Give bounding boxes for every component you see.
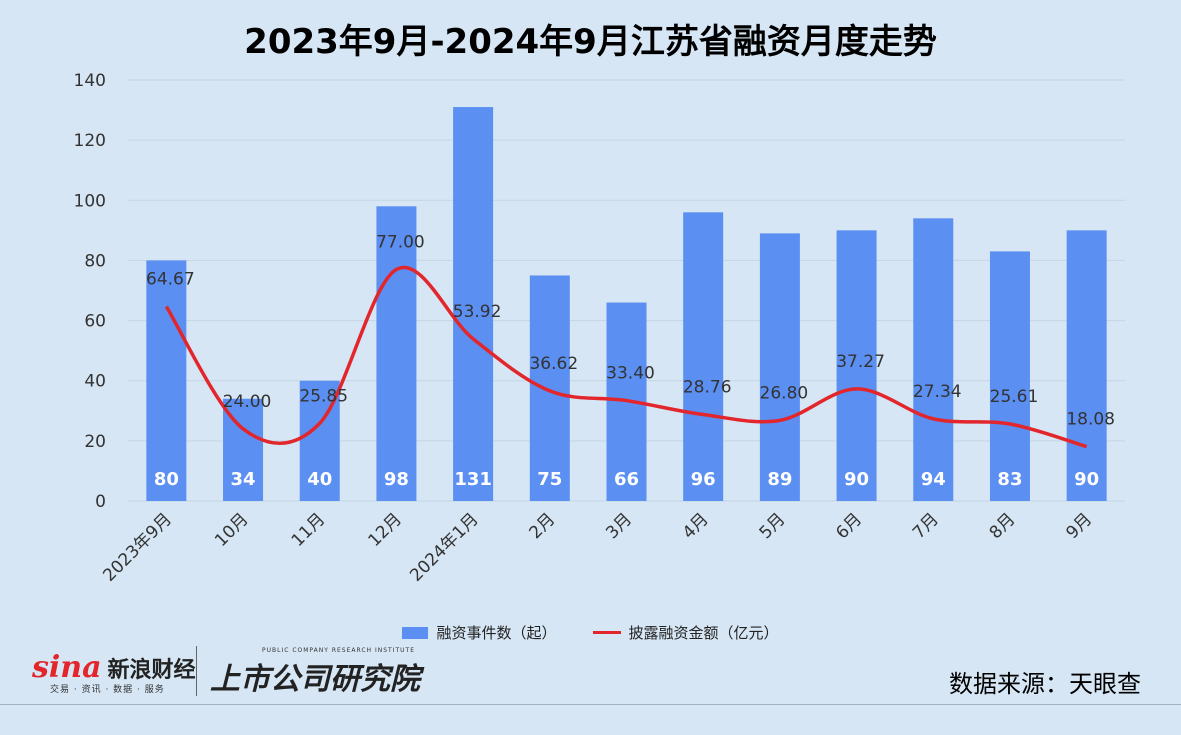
legend-item-bars[interactable]: 融资事件数（起） (402, 622, 557, 643)
bar-value-label: 90 (1074, 469, 1099, 490)
bottom-rule (0, 704, 1181, 705)
x-tick-label: 7月 (909, 509, 943, 543)
line-value-label: 33.40 (606, 364, 655, 384)
line-value-label: 53.92 (453, 302, 502, 322)
line-value-label: 26.80 (760, 383, 809, 403)
bar-value-label: 80 (154, 469, 179, 490)
bar (836, 230, 877, 501)
y-tick-label: 60 (84, 312, 106, 332)
y-tick-label: 120 (74, 131, 106, 151)
x-tick-label: 8月 (986, 509, 1020, 543)
line-value-label: 27.34 (913, 382, 962, 402)
line-value-label: 64.67 (146, 270, 195, 290)
research-institute-logo[interactable]: 上市公司研究院 (210, 662, 420, 697)
x-tick-label: 10月 (211, 509, 252, 550)
y-tick-label: 0 (95, 492, 106, 512)
y-tick-label: 20 (84, 432, 106, 452)
legend: 融资事件数（起） 披露融资金额（亿元） (0, 622, 1181, 643)
legend-line-swatch (592, 631, 621, 634)
bar (146, 260, 187, 501)
bar-value-label: 34 (231, 469, 256, 490)
line-value-label: 28.76 (683, 378, 732, 398)
legend-bar-swatch (402, 626, 429, 639)
x-tick-label: 4月 (679, 509, 713, 543)
sina-logo[interactable]: sina 新浪财经 (32, 650, 196, 685)
bar (453, 107, 494, 502)
footer: sina 新浪财经 交易 · 资讯 · 数据 · 服务 PUBLIC COMPA… (0, 640, 1181, 710)
line-value-label: 25.85 (299, 386, 348, 406)
sina-eye-icon: sina (32, 650, 102, 685)
legend-line-label: 披露融资金额（亿元） (628, 624, 779, 642)
bar-value-label: 66 (614, 469, 639, 490)
line-value-label: 24.00 (223, 392, 272, 412)
bar-value-label: 83 (997, 469, 1022, 490)
bar-value-label: 131 (454, 469, 492, 490)
sina-finance-name: 新浪财经 (107, 657, 196, 683)
footer-divider (196, 646, 197, 696)
bar (529, 275, 570, 501)
legend-bar-label: 融资事件数（起） (436, 624, 557, 642)
x-tick-label: 5月 (756, 509, 790, 543)
bar-value-label: 96 (691, 469, 716, 490)
line-value-label: 36.62 (529, 354, 578, 374)
x-tick-label: 9月 (1062, 509, 1096, 543)
y-tick-label: 140 (74, 71, 106, 91)
y-tick-label: 80 (84, 251, 106, 271)
bar (376, 206, 417, 502)
x-tick-label: 2月 (526, 509, 560, 543)
bar-value-label: 89 (767, 469, 792, 490)
bar-value-label: 90 (844, 469, 869, 490)
research-tagline: PUBLIC COMPANY RESEARCH INSTITUTE (262, 647, 415, 654)
line-value-label: 25.61 (990, 387, 1039, 407)
bar (1066, 230, 1107, 501)
sina-tagline: 交易 · 资讯 · 数据 · 服务 (50, 685, 165, 695)
bar (989, 251, 1030, 501)
chart-title: 2023年9月-2024年9月江苏省融资月度走势 (244, 22, 937, 62)
bar-value-label: 75 (537, 469, 562, 490)
y-tick-label: 100 (74, 191, 106, 211)
line-value-label: 37.27 (836, 352, 885, 372)
x-tick-label: 2024年1月 (406, 509, 482, 585)
line-value-label: 18.08 (1066, 410, 1115, 430)
legend-item-line[interactable]: 披露融资金额（亿元） (592, 622, 779, 643)
bar (913, 218, 954, 502)
bar (759, 233, 800, 501)
y-tick-label: 40 (84, 372, 106, 392)
bar (683, 212, 724, 502)
x-tick-label: 6月 (832, 509, 866, 543)
x-tick-label: 2023年9月 (99, 509, 175, 585)
line-value-label: 77.00 (376, 232, 425, 252)
chart-canvas: 0 20 40 60 80 100 120 140 80 34 40 98 131 75 66 96 89 90… (74, 71, 1125, 586)
data-source: 数据来源：天眼查 (949, 670, 1141, 698)
x-tick-label: 3月 (602, 509, 636, 543)
x-tick-label: 12月 (364, 509, 405, 550)
amount-line (164, 265, 1088, 449)
bar-value-label: 98 (384, 469, 409, 490)
bar-value-label: 94 (921, 469, 946, 490)
bar-value-label: 40 (307, 469, 332, 490)
x-tick-label: 11月 (288, 509, 329, 550)
